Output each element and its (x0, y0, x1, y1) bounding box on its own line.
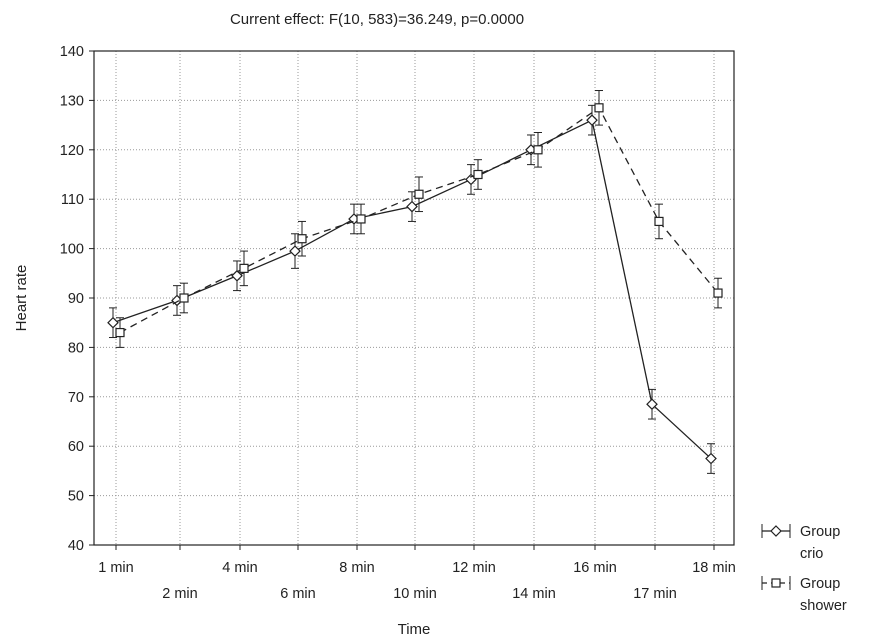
data-point (705, 452, 717, 465)
y-tick-label: 130 (60, 93, 84, 109)
legend: Group crio Group shower (761, 524, 847, 614)
x-axis: 1 min 2 min 4 min 6 min 8 min 10 min 12 min 14 … (98, 545, 736, 602)
y-tick-label: 90 (68, 291, 84, 307)
y-tick-label: 40 (68, 538, 84, 554)
series-line (112, 119, 712, 460)
y-tick-label: 120 (60, 143, 84, 159)
data-point (297, 234, 307, 244)
data-point (289, 245, 301, 257)
legend-marker (771, 578, 781, 588)
y-tick-label: 80 (68, 340, 84, 356)
data-point (406, 200, 418, 213)
data-point (356, 214, 366, 224)
y-axis-label: Heart rate (13, 265, 30, 332)
data-point (239, 263, 249, 273)
x-tick-label: 4 min (222, 560, 257, 576)
data-point (654, 216, 664, 227)
x-tick-label: 14 min (512, 586, 556, 602)
x-axis-label: Time (398, 621, 431, 638)
legend-label: Group shower (800, 576, 847, 614)
y-tick-label: 100 (60, 242, 84, 258)
x-tick-label: 10 min (393, 586, 437, 602)
legend-label: Group crio (800, 524, 840, 562)
y-tick-label: 50 (68, 489, 84, 505)
y-tick-label: 60 (68, 439, 84, 455)
x-tick-label: 18 min (692, 560, 736, 576)
series-0 (107, 104, 717, 474)
x-tick-label: 1 min (98, 560, 133, 576)
x-tick-label: 2 min (162, 586, 197, 602)
chart-title: Current effect: F(10, 583)=36.249, p=0.0… (230, 11, 524, 28)
x-tick-label: 17 min (633, 586, 677, 602)
data-point (115, 327, 125, 338)
x-tick-label: 16 min (573, 560, 617, 576)
x-tick-label: 12 min (452, 560, 496, 576)
y-axis: 40 50 60 70 80 90 100 110 120 130 140 (60, 44, 94, 554)
data-point (713, 288, 723, 298)
data-point (533, 145, 543, 155)
y-tick-label: 70 (68, 390, 84, 406)
data-point (473, 169, 483, 180)
grid (94, 51, 734, 545)
x-tick-label: 6 min (280, 586, 315, 602)
data-point (414, 189, 424, 199)
data-point (594, 103, 604, 113)
x-tick-label: 8 min (339, 560, 374, 576)
data-point (586, 114, 598, 127)
legend-marker (770, 525, 782, 537)
data-point (646, 398, 658, 411)
series-1 (115, 90, 723, 348)
data-point (107, 316, 119, 329)
data-point (179, 293, 189, 303)
series-line (119, 106, 719, 334)
series-layer (107, 90, 723, 474)
data-point (231, 269, 243, 282)
y-tick-label: 110 (61, 192, 84, 208)
y-tick-label: 140 (60, 44, 84, 60)
